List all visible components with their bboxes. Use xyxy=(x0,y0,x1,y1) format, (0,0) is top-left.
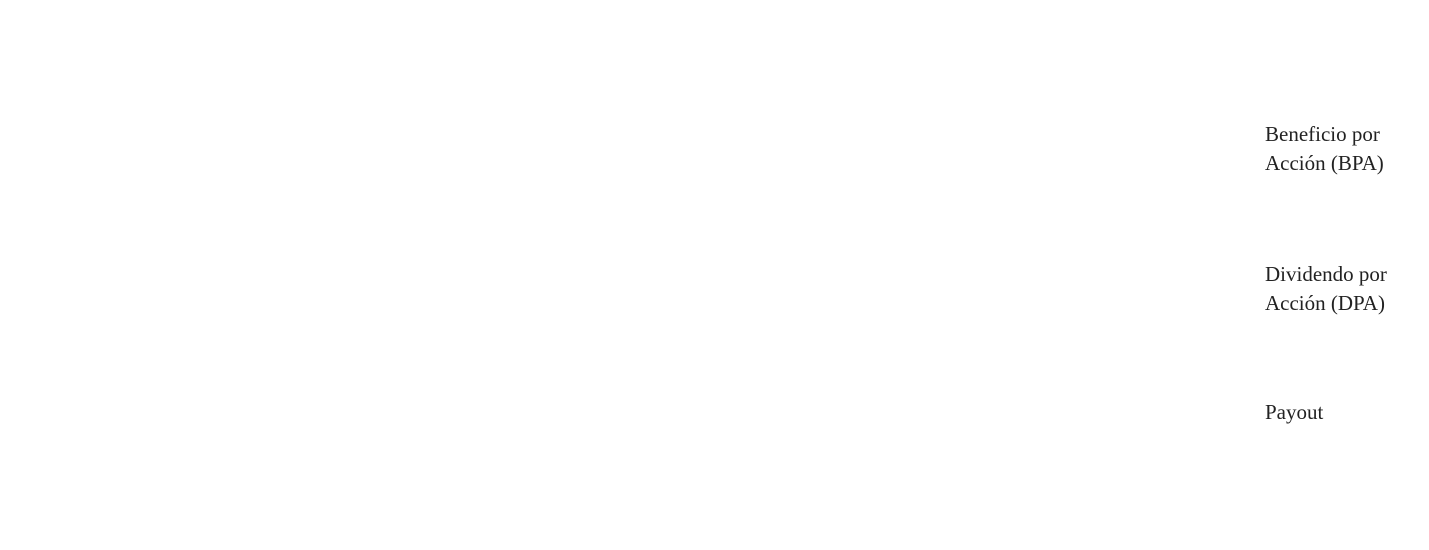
legend-label: Beneficio por Acción (BPA) xyxy=(1265,122,1384,175)
legend-label: Payout xyxy=(1265,400,1324,424)
legend-label: Dividendo por Acción (DPA) xyxy=(1265,262,1387,315)
